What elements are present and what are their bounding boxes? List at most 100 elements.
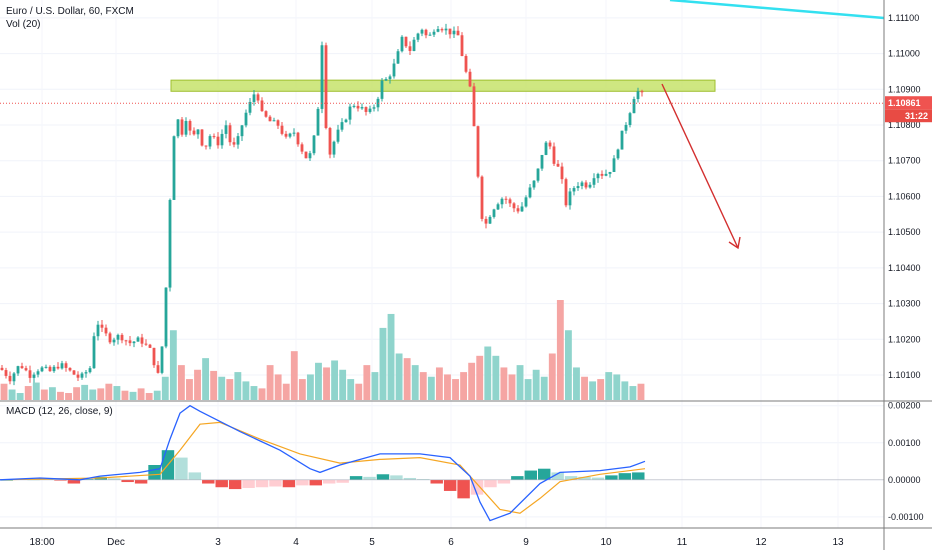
candle-body [68, 367, 72, 371]
volume-bar [202, 358, 210, 400]
candle-body [536, 168, 540, 181]
candle-body [492, 209, 496, 217]
candle-body [64, 363, 68, 368]
candle-body [348, 106, 352, 120]
macd-histogram-bar [497, 479, 511, 484]
volume-bar [403, 358, 411, 400]
price-tick-label: 1.10300 [888, 299, 921, 309]
macd-histogram-bar [605, 475, 618, 480]
candle-body [336, 129, 340, 142]
candle-body [316, 108, 320, 136]
volume-bar [331, 360, 339, 400]
candle-body [332, 141, 336, 155]
volume-bar [516, 365, 524, 400]
candle-body [472, 86, 476, 127]
volume-bar [105, 383, 113, 400]
candle-body [548, 142, 552, 147]
resistance-zone[interactable] [170, 79, 716, 92]
macd-histogram-bar [632, 472, 645, 480]
candle-body [180, 119, 184, 135]
macd-tick-label: 0.00000 [888, 475, 921, 485]
volume-bar [419, 372, 427, 400]
volume-bar [145, 393, 153, 400]
volume-bar [339, 369, 347, 400]
candle-body [72, 370, 76, 375]
trendline[interactable] [669, 0, 885, 20]
macd-histogram-bar [228, 479, 242, 490]
candle-body [484, 218, 488, 224]
price-tick-label: 1.10600 [888, 191, 921, 201]
candle-body [96, 324, 100, 337]
volume-bar [210, 370, 218, 400]
macd-histogram-bar [564, 476, 578, 480]
candle-body [600, 173, 604, 176]
volume-bar [492, 355, 500, 400]
volume-bar [97, 388, 105, 400]
volume-bar [363, 365, 371, 400]
candle-body [360, 107, 364, 109]
candle-body [264, 111, 268, 117]
price-tick-label: 1.10800 [888, 120, 921, 130]
candle-body [276, 120, 280, 126]
candle-body [372, 107, 376, 109]
price-tick-label: 1.10200 [888, 334, 921, 344]
time-tick-label: 9 [523, 537, 529, 548]
candle-body [624, 124, 628, 131]
volume-bar [186, 379, 193, 400]
symbol-title[interactable]: Euro / U.S. Dollar, 60, FXCM [6, 6, 134, 17]
macd-histogram-bar [376, 474, 390, 480]
candle-body [300, 144, 304, 152]
candle-body [100, 324, 104, 328]
macd-histogram-bar [336, 479, 349, 483]
candle-body [440, 29, 444, 31]
macd-histogram-bar [349, 476, 363, 480]
macd-histogram-bar [81, 479, 94, 480]
volume-bar [395, 353, 403, 400]
volume-bar [137, 388, 145, 400]
macd-histogram-bar [511, 476, 524, 480]
arrow-head [728, 236, 741, 250]
volume-bars [0, 300, 645, 400]
candle-body [124, 340, 128, 342]
candle-body [428, 34, 432, 36]
candle-body [368, 108, 372, 112]
candle-body [596, 173, 600, 179]
volume-bar [121, 390, 129, 400]
volume-bar [290, 351, 298, 400]
candle-body [52, 366, 56, 372]
projection-arrow[interactable] [661, 83, 741, 250]
candlesticks [0, 23, 644, 386]
macd-histogram-bar [242, 479, 255, 488]
volume-bar [81, 384, 89, 400]
volume-bar [234, 372, 242, 400]
countdown-label: 31:22 [905, 111, 928, 121]
candle-body [420, 29, 424, 34]
candle-body [572, 188, 576, 192]
time-tick-label: Dec [107, 537, 125, 548]
volume-bar [411, 365, 419, 400]
volume-bar [524, 379, 532, 400]
macd-axis-ticks: 0.00200 0.00100 0.00000 -0.00100 [888, 401, 924, 522]
candle-body [476, 126, 480, 177]
macd-histogram-bar [54, 479, 67, 481]
candle-body [448, 28, 452, 35]
candle-body [392, 63, 396, 77]
volume-bar [315, 362, 322, 400]
time-tick-label: 12 [755, 537, 767, 548]
candle-body [460, 35, 464, 56]
macd-histogram-bar [390, 475, 403, 480]
candle-body [516, 208, 520, 212]
volume-bar [89, 389, 97, 400]
volume-bar [258, 388, 266, 400]
volume-bar [484, 346, 492, 400]
candle-body [364, 107, 368, 112]
volume-legend[interactable]: Vol (20) [6, 19, 41, 30]
macd-legend[interactable]: MACD (12, 26, close, 9) [6, 406, 113, 417]
volume-bar [73, 387, 81, 400]
macd-histogram-bar [282, 479, 296, 488]
price-tick-label: 1.10500 [888, 227, 921, 237]
macd-histogram-bar [430, 479, 443, 484]
candle-body [232, 142, 236, 145]
